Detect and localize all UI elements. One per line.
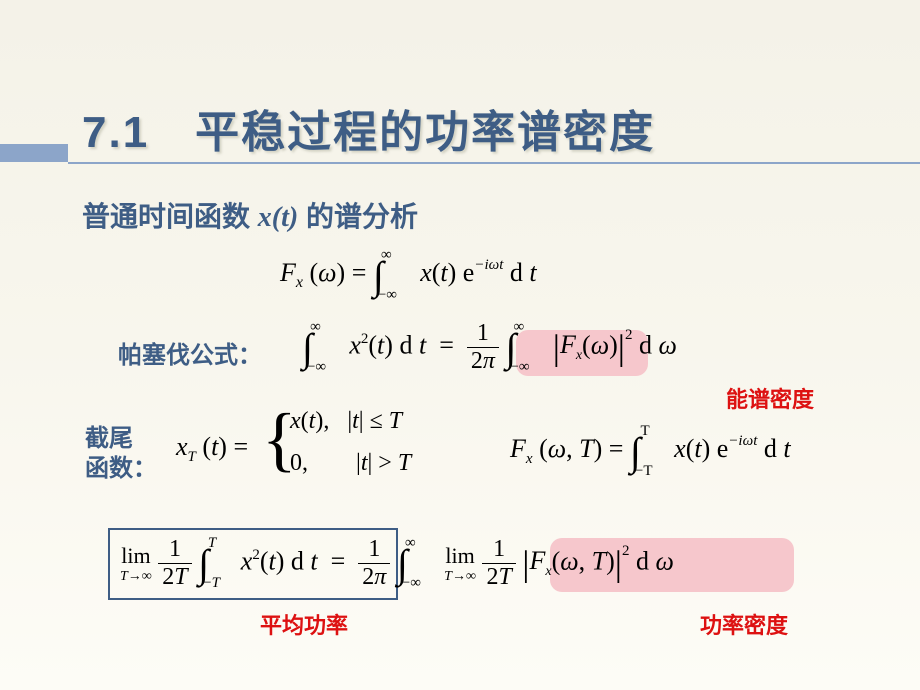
subtitle-fx: x(t) <box>258 202 298 233</box>
subtitle: 普通时间函数 x(t) 的谱分析 <box>82 195 418 235</box>
equation-fourier: Fx (ω) = ∫−∞∞ x(t) e−iωt d t <box>280 252 537 299</box>
title-accent <box>0 144 68 162</box>
label-avgpower: 平均功率 <box>260 608 348 640</box>
case1: x(t), |t| ≤ T <box>290 408 402 435</box>
title-underline <box>68 162 920 164</box>
label-trunc2: 函数： <box>85 448 157 483</box>
title-bar: 7.1 平稳过程的功率谱密度 <box>0 90 920 168</box>
equation-parseval: ∫−∞∞ x2(t) d t = 12π ∫−∞∞ |Fx(ω)|2 d ω <box>302 320 677 375</box>
subtitle-pre: 普通时间函数 <box>82 201 258 232</box>
label-psd: 功率密度 <box>700 608 788 640</box>
equation-truncated-fourier: Fx (ω, T) = ∫−TT x(t) e−iωt d t <box>510 428 791 475</box>
title-block: 7.1 平稳过程的功率谱密度 <box>0 90 920 168</box>
equation-power: limT→∞ 12T ∫−TT x2(t) d t = 12π ∫−∞∞ lim… <box>120 536 674 591</box>
case2: 0, |t| > T <box>290 450 411 477</box>
label-parseval: 帕塞伐公式： <box>118 335 262 370</box>
subtitle-post: 的谱分析 <box>306 201 418 232</box>
page-title: 7.1 平稳过程的功率谱密度 <box>68 90 655 160</box>
equation-truncation: xT (t) = <box>176 432 248 466</box>
label-energy: 能谱密度 <box>726 382 814 414</box>
